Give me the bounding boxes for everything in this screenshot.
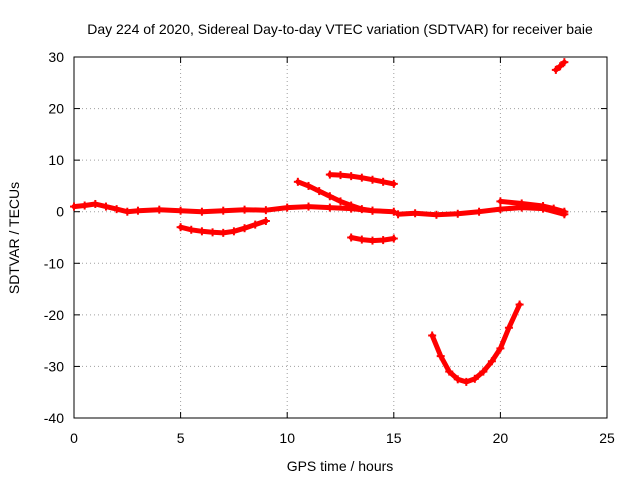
y-tick-label: 20 [48,101,64,117]
y-axis-label: SDTVAR / TECUs [6,182,22,294]
data-point [551,65,560,74]
x-tick-label: 20 [493,430,509,446]
data-point [70,202,78,211]
y-tick-label: 0 [56,204,64,220]
data-point [436,352,445,361]
data-point [197,227,206,236]
data-point [496,344,505,353]
x-tick-label: 10 [279,430,295,446]
data-point [357,173,366,182]
x-tick-label: 15 [386,430,402,446]
data-point [336,171,345,180]
data-point [496,205,505,214]
data-point [123,207,132,216]
data-point [261,206,270,215]
data-point [428,331,437,340]
data-point [379,177,388,186]
data-point [357,205,366,214]
data-point [325,203,334,212]
data-point [357,235,366,244]
data-point [539,202,548,211]
data-point [394,210,403,219]
data-point [336,197,345,206]
data-point [453,375,462,384]
data-point [445,367,454,376]
data-point [315,187,324,196]
data-point [389,207,398,216]
data-point [379,236,388,245]
data-point [560,58,569,67]
data-point [197,207,206,216]
data-point [389,234,398,243]
data-point [347,172,356,181]
data-point [240,224,249,233]
plot-frame [73,56,608,419]
data-point [304,181,313,190]
data-point [133,206,142,215]
data-point [368,206,377,215]
x-tick-label: 25 [599,430,615,446]
data-point [487,357,496,366]
x-tick-label: 0 [70,430,78,446]
x-axis-label: GPS time / hours [287,458,394,474]
data-point [470,374,479,383]
data-point [549,204,558,213]
data-point [475,207,484,216]
data-point [325,192,334,201]
data-point [411,209,420,218]
data-point [453,209,462,218]
data-point [283,203,292,212]
y-tick-label: -10 [44,255,64,271]
data-point [101,202,110,211]
data-point [155,205,164,214]
data-point [347,233,356,242]
data-point [556,62,565,71]
data-point [517,199,526,208]
data-point [347,201,356,210]
y-tick-label: 30 [48,49,64,65]
data-point [112,205,121,214]
data-point [368,175,377,184]
data-point [219,206,228,215]
data-point [560,207,569,216]
y-tick-label: 10 [48,152,64,168]
axis-ticks: 0 5 10 15 20 25 -40 -30 -20 -10 0 10 20 30 [44,49,615,446]
data-point [251,220,260,229]
data-point [325,170,334,179]
data-point [368,236,377,245]
data-point [229,227,238,236]
data-point [515,300,524,309]
data-point [462,377,471,386]
chart-title: Day 224 of 2020, Sidereal Day-to-day VTE… [87,21,593,37]
data-points [70,58,569,386]
data-point [219,228,228,237]
data-point [304,202,313,211]
data-point [80,201,89,210]
data-point [176,206,185,215]
data-point [176,223,185,232]
data-point [293,177,302,186]
x-tick-label: 5 [177,430,185,446]
y-tick-label: -30 [44,358,64,374]
data-point [208,228,217,237]
y-tick-label: -40 [44,410,64,426]
data-point [479,367,488,376]
data-point [91,199,100,208]
data-point [240,205,249,214]
data-point [496,197,505,206]
data-point [504,323,513,332]
series-arc-8-trace [429,302,523,385]
data-point [389,179,398,188]
data-point [187,225,196,234]
grid [74,57,607,418]
data-point [261,216,270,225]
y-tick-label: -20 [44,307,64,323]
data-point [432,210,441,219]
